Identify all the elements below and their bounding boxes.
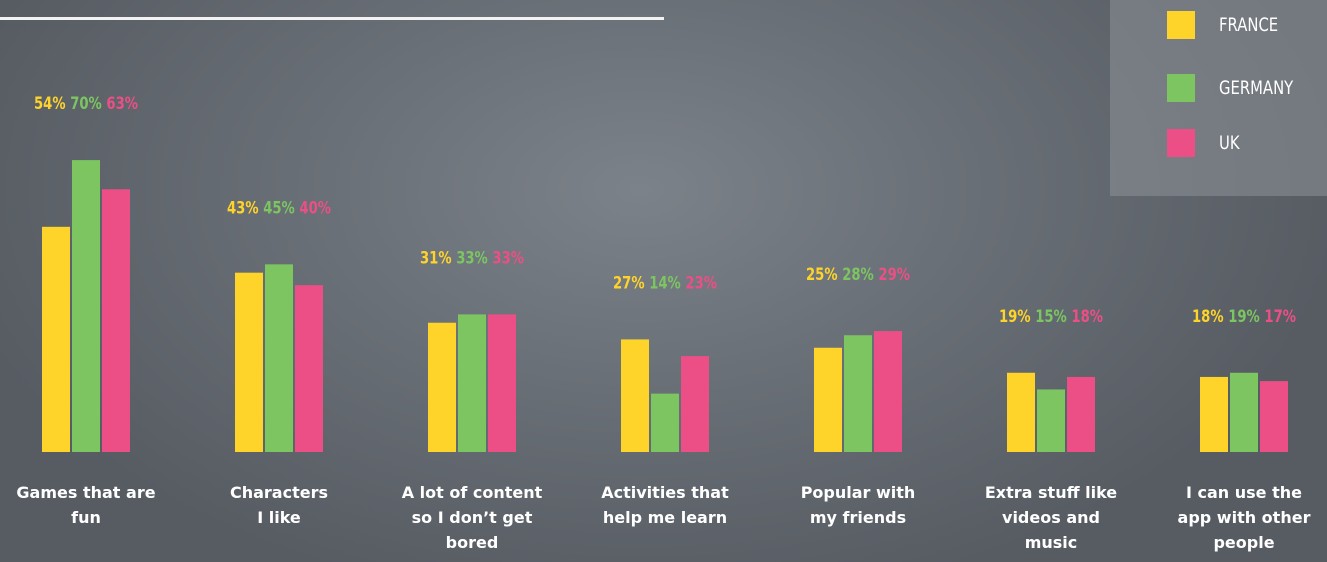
value-labels-layer: 54% 70% 63% 43% 45% 40% 31% 33% 33% 27% 14%… <box>34 94 1296 327</box>
bar-germany-5 <box>844 335 872 452</box>
value-labels-6: 19% 15% 18% <box>999 307 1103 327</box>
category-label-1: Games that are fun <box>16 483 155 527</box>
bar-germany-7 <box>1230 372 1258 452</box>
category-label-7: I can use the app with other people <box>1178 483 1311 552</box>
category-label-line: Characters <box>230 483 328 502</box>
value-labels-1: 54% 70% 63% <box>34 94 138 114</box>
category-label-6: Extra stuff like videos and music <box>985 483 1117 552</box>
legend-swatch-germany <box>1167 74 1195 102</box>
value-label-uk-3: 33% <box>492 248 524 268</box>
bar-uk-4 <box>681 356 709 452</box>
value-label-france-5: 25% <box>806 265 842 285</box>
top-divider-line <box>0 17 664 20</box>
category-label-2: Characters I like <box>230 483 328 527</box>
legend: FRANCE GERMANY UK <box>1110 0 1327 196</box>
bar-germany-1 <box>72 160 100 452</box>
category-label-line: so I don’t get <box>412 508 533 527</box>
value-label-france-1: 54% <box>34 94 70 114</box>
value-label-france-7: 18% <box>1192 307 1228 327</box>
value-label-germany-3: 33% <box>456 248 492 268</box>
legend-swatch-uk <box>1167 129 1195 157</box>
value-labels-3: 31% 33% 33% <box>420 248 524 268</box>
value-label-uk-5: 29% <box>878 265 910 285</box>
value-label-france-4: 27% <box>613 273 649 293</box>
category-label-line: music <box>1025 533 1078 552</box>
category-label-line: Activities that <box>601 483 729 502</box>
bars-layer <box>42 160 1288 453</box>
bar-uk-3 <box>488 314 516 452</box>
value-label-france-3: 31% <box>420 248 456 268</box>
value-label-uk-2: 40% <box>299 198 331 218</box>
legend-item-uk: UK <box>1167 129 1245 157</box>
value-label-germany-5: 28% <box>842 265 878 285</box>
value-labels-4: 27% 14% 23% <box>613 273 717 293</box>
legend-label-uk: UK <box>1219 132 1240 154</box>
value-labels-5: 25% 28% 29% <box>806 265 910 285</box>
category-label-line: fun <box>71 508 101 527</box>
value-label-germany-6: 15% <box>1035 307 1071 327</box>
bar-france-3 <box>428 322 456 452</box>
value-labels-2: 43% 45% 40% <box>227 198 331 218</box>
category-label-line: Popular with <box>801 483 916 502</box>
bar-uk-7 <box>1260 381 1288 452</box>
category-label-line: people <box>1213 533 1274 552</box>
category-label-line: app with other <box>1178 508 1311 527</box>
legend-item-germany: GERMANY <box>1167 74 1314 102</box>
category-label-line: I can use the <box>1186 483 1302 502</box>
category-label-line: my friends <box>810 508 906 527</box>
bar-uk-6 <box>1067 376 1095 452</box>
bar-france-2 <box>235 272 263 452</box>
bar-france-6 <box>1007 372 1035 452</box>
legend-swatch-france <box>1167 11 1195 39</box>
bar-uk-2 <box>295 285 323 452</box>
category-label-line: videos and <box>1002 508 1100 527</box>
legend-label-germany: GERMANY <box>1219 77 1294 99</box>
value-label-uk-4: 23% <box>685 273 717 293</box>
category-labels-layer: Games that are fun Characters I like A lot o… <box>16 483 1310 552</box>
value-labels-7: 18% 19% 17% <box>1192 307 1296 327</box>
bar-germany-3 <box>458 314 486 452</box>
category-label-line: bored <box>446 533 499 552</box>
category-label-line: I like <box>257 508 301 527</box>
value-label-france-2: 43% <box>227 198 263 218</box>
category-label-3: A lot of content so I don’t get bored <box>402 483 543 552</box>
value-label-germany-7: 19% <box>1228 307 1264 327</box>
value-label-uk-7: 17% <box>1264 307 1296 327</box>
legend-label-france: FRANCE <box>1219 14 1279 36</box>
bar-uk-1 <box>102 189 130 453</box>
bar-france-4 <box>621 339 649 452</box>
value-label-france-6: 19% <box>999 307 1035 327</box>
category-label-4: Activities that help me learn <box>601 483 729 527</box>
category-label-line: help me learn <box>603 508 727 527</box>
bar-france-1 <box>42 226 70 452</box>
bar-germany-6 <box>1037 389 1065 452</box>
bar-france-7 <box>1200 376 1228 452</box>
bar-france-5 <box>814 347 842 452</box>
category-label-5: Popular with my friends <box>801 483 916 527</box>
bar-germany-4 <box>651 393 679 452</box>
value-label-uk-1: 63% <box>106 94 138 114</box>
value-label-germany-4: 14% <box>649 273 685 293</box>
category-label-line: A lot of content <box>402 483 543 502</box>
value-label-germany-1: 70% <box>70 94 106 114</box>
category-label-line: Extra stuff like <box>985 483 1117 502</box>
category-label-line: Games that are <box>16 483 155 502</box>
bar-uk-5 <box>874 331 902 452</box>
value-label-germany-2: 45% <box>263 198 299 218</box>
value-label-uk-6: 18% <box>1071 307 1103 327</box>
bar-germany-2 <box>265 264 293 452</box>
legend-item-france: FRANCE <box>1167 11 1295 39</box>
